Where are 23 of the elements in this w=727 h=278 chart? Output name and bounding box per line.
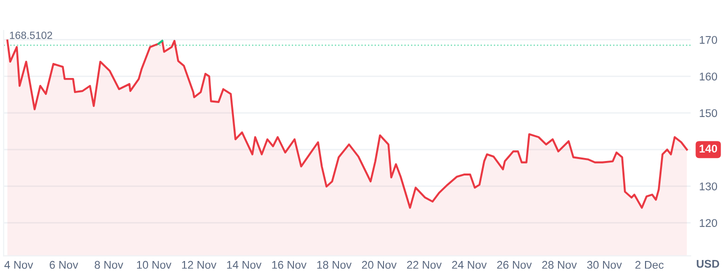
x-tick-label: 16 Nov (272, 260, 307, 269)
x-tick-label: 26 Nov (497, 260, 532, 269)
y-tick-label: 160 (700, 72, 718, 80)
x-tick-label: 6 Nov (50, 260, 78, 269)
x-tick-label: 2 Dec (635, 260, 664, 269)
x-tick-label: 4 Nov (4, 261, 34, 269)
x-tick-label: 24 Nov (452, 260, 487, 269)
x-tick-label: 18 Nov (317, 260, 352, 269)
x-tick-label: 14 Nov (227, 261, 262, 269)
text: 140 (700, 144, 718, 153)
ref-line-label: 168.5102 (10, 32, 52, 39)
x-tick-label: 20 Nov (362, 260, 397, 269)
x-tick-label: 8 Nov (94, 260, 124, 269)
x-tick-label: 12 Nov (182, 260, 216, 269)
x-tick-label: 10 Nov (137, 260, 172, 269)
y-tick-label: 130 (700, 182, 718, 190)
x-tick-label: 30 Nov (587, 260, 622, 269)
x-tick-label: 22 Nov (407, 260, 442, 269)
y-tick-label: 150 (700, 109, 718, 118)
x-tick-label: 28 Nov (542, 260, 577, 269)
y-tick-label: 170 (700, 36, 718, 44)
y-tick-label: 120 (700, 219, 718, 227)
y-axis-title: USD (696, 260, 720, 268)
